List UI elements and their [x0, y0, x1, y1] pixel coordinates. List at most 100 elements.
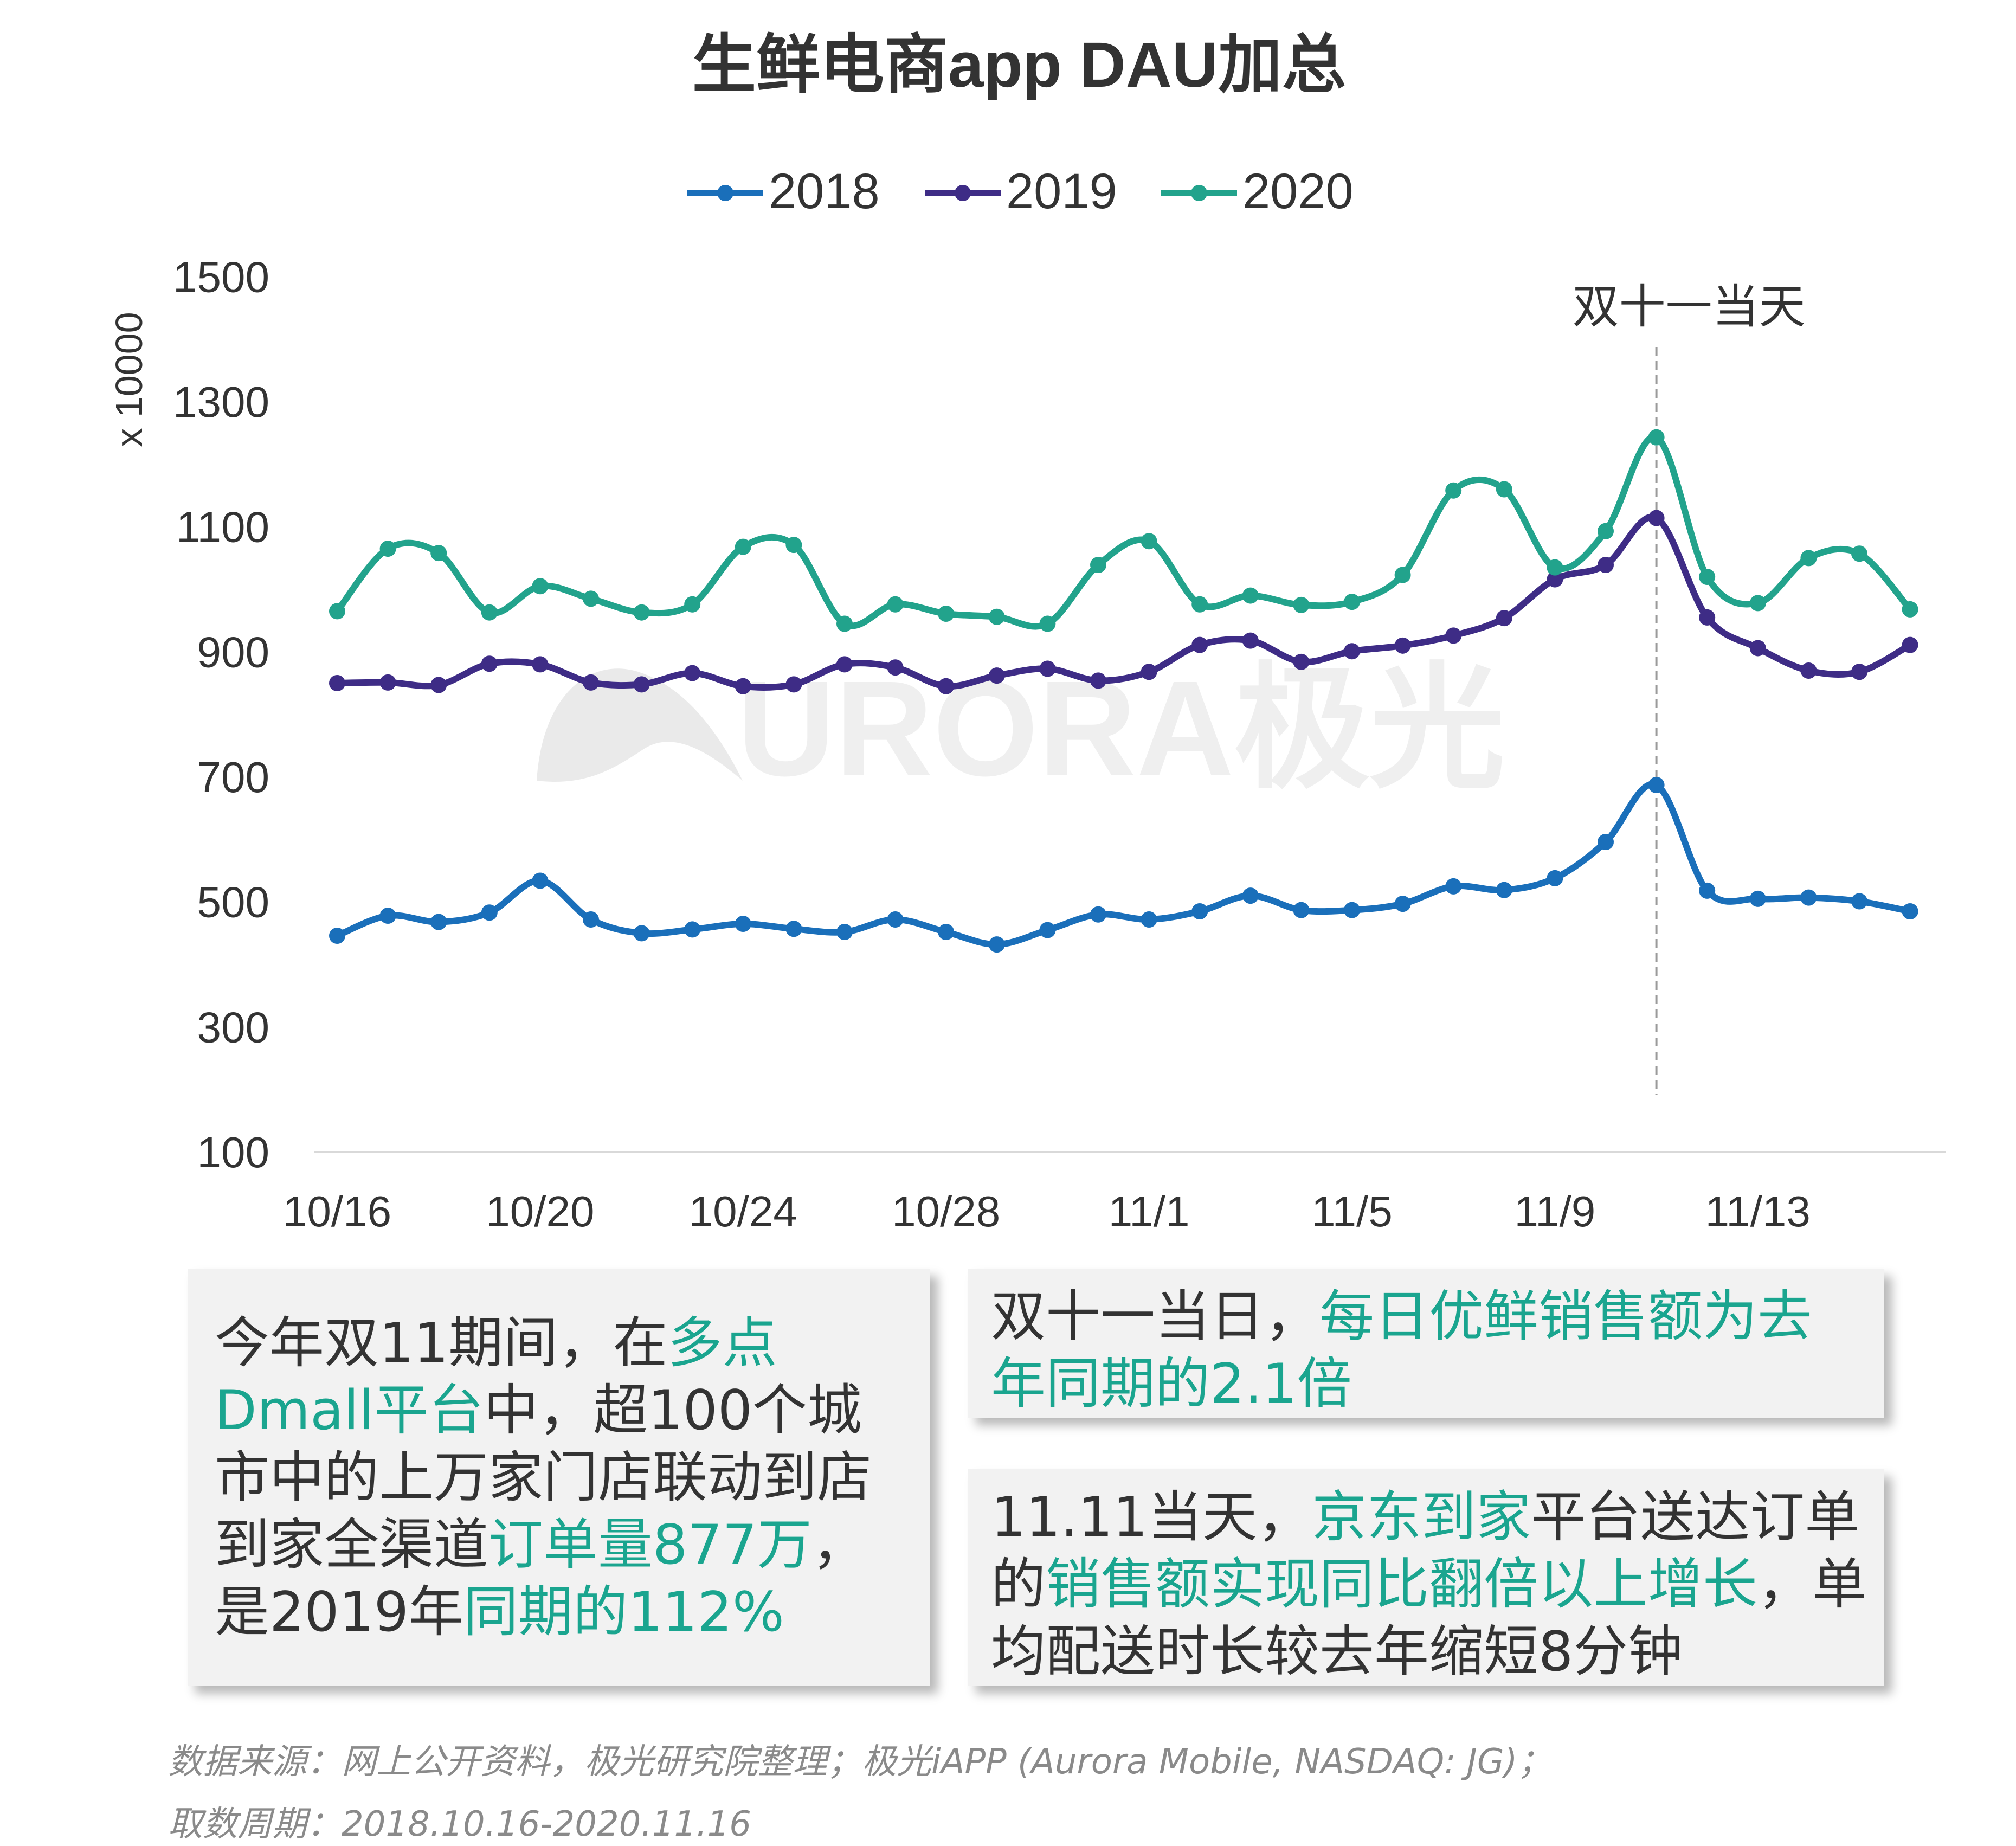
series-2018	[329, 777, 1918, 953]
data-point-2020-10/26	[836, 615, 853, 632]
data-point-2018-10/17	[379, 908, 396, 924]
highlight-text: 京东到家	[1312, 1485, 1531, 1549]
series-line-2020	[334, 434, 1913, 630]
body-text: 双十一当日，	[991, 1284, 1320, 1348]
data-point-2019-10/29	[988, 667, 1005, 684]
data-point-2020-10/30	[1039, 615, 1056, 632]
data-point-2020-10/31	[1090, 557, 1106, 574]
legend-label: 2020	[1242, 164, 1354, 219]
data-point-2018-11/11	[1648, 777, 1665, 794]
y-axis-title: x 10000	[108, 312, 150, 447]
data-point-2019-10/26	[836, 656, 853, 673]
data-point-2019-10/16	[329, 675, 345, 692]
data-point-2019-11/11	[1648, 510, 1665, 526]
data-point-2020-10/17	[379, 541, 396, 557]
data-point-2020-11/7	[1445, 482, 1462, 499]
data-point-2018-11/1	[1141, 911, 1157, 928]
y-tick-label: 700	[197, 753, 269, 801]
data-point-2018-10/24	[735, 916, 751, 932]
data-point-2018-11/12	[1699, 882, 1716, 899]
data-point-2018-10/23	[684, 921, 701, 938]
data-point-2020-10/28	[938, 606, 955, 622]
data-point-2020-10/24	[735, 538, 751, 555]
data-point-2018-11/15	[1851, 893, 1867, 910]
data-point-2019-10/23	[684, 665, 701, 681]
data-point-2019-11/4	[1293, 653, 1310, 670]
highlight-text: 多点Dmall平台	[215, 1311, 777, 1442]
data-point-2020-11/12	[1699, 568, 1716, 585]
legend-item-2020: 2020	[1161, 164, 1354, 219]
legend-marker	[1191, 185, 1207, 201]
body-text: ，单均配送时长较去年缩短8分钟	[991, 1552, 1867, 1683]
data-point-2019-10/19	[481, 655, 498, 672]
y-tick-label: 300	[197, 1003, 269, 1051]
source-line: 数据来源：网上公开资料，极光研究院整理；极光iAPP (Aurora Mobil…	[168, 1742, 1553, 1782]
series-layer	[329, 429, 1918, 953]
data-point-2020-10/29	[988, 608, 1005, 625]
x-tick-label: 11/1	[1109, 1187, 1190, 1236]
data-point-2019-11/6	[1394, 637, 1411, 654]
highlight-text: 同期的112%	[463, 1580, 784, 1644]
data-point-2019-11/13	[1749, 640, 1766, 657]
data-point-2018-10/28	[938, 924, 955, 941]
data-point-2020-10/27	[887, 596, 904, 613]
chart-title: 生鲜电商app DAU加总	[692, 29, 1346, 101]
chart: URORA极光 生鲜电商app DAU加总 2018 2019 2020 x 100…	[108, 29, 1946, 1236]
data-point-2020-11/15	[1851, 545, 1867, 562]
y-tick-label: 500	[197, 878, 269, 927]
data-point-2020-11/10	[1598, 523, 1614, 539]
insight-card-jddaojia: 11.11当天，京东到家平台送达订单的销售额实现同比翻倍以上增长，单均配送时长较…	[968, 1469, 1884, 1686]
body-text: 平台送达订单的	[991, 1485, 1860, 1616]
body-text: 今年双11期间，在	[215, 1311, 668, 1375]
data-point-2018-11/4	[1293, 902, 1310, 918]
data-point-2019-10/28	[938, 678, 955, 694]
data-point-2019-11/14	[1800, 662, 1817, 679]
legend-label: 2018	[769, 164, 880, 219]
data-point-2019-10/31	[1090, 672, 1106, 689]
data-point-2018-11/5	[1344, 902, 1360, 918]
body-text: 中，超100个城市中的上万家门店联动到店到家全渠道	[215, 1378, 872, 1577]
watermark-text: URORA极光	[737, 653, 1505, 804]
data-point-2019-11/1	[1141, 664, 1157, 680]
data-point-2018-11/8	[1496, 882, 1512, 898]
insight-card-missfresh: 双十一当日，每日优鲜销售额为去年同期的2.1倍	[968, 1269, 1884, 1418]
data-point-2018-11/9	[1547, 870, 1563, 886]
x-tick-label: 10/20	[486, 1187, 594, 1236]
data-point-2019-11/8	[1496, 610, 1512, 627]
data-point-2018-10/29	[988, 936, 1005, 953]
highlight-text: 订单量877万	[488, 1513, 812, 1577]
data-point-2018-10/31	[1090, 906, 1106, 923]
legend-marker	[955, 185, 971, 201]
x-tick-label: 10/24	[689, 1187, 797, 1236]
insight-card-dmall: 今年双11期间，在多点Dmall平台中，超100个城市中的上万家门店联动到店到家…	[188, 1269, 930, 1686]
data-point-2020-11/11	[1648, 429, 1665, 446]
data-point-2019-10/21	[583, 674, 599, 691]
highlight-text: 销售额实现同比翻倍以上增长	[1046, 1552, 1758, 1616]
data-point-2018-11/14	[1800, 889, 1817, 906]
data-point-2018-10/20	[532, 872, 549, 889]
data-point-2020-11/5	[1344, 594, 1360, 610]
series-line-2018	[336, 781, 1911, 948]
x-tick-label: 10/16	[283, 1187, 391, 1236]
data-point-2018-11/2	[1191, 903, 1208, 919]
data-point-2018-10/22	[633, 925, 650, 942]
data-point-2020-11/6	[1394, 567, 1411, 583]
data-point-2019-11/2	[1191, 636, 1208, 653]
legend-marker	[717, 185, 733, 201]
x-tick-label: 11/9	[1515, 1187, 1596, 1236]
data-point-2018-11/3	[1242, 887, 1259, 904]
data-point-2019-10/24	[735, 678, 751, 694]
data-point-2019-10/22	[633, 676, 650, 693]
data-point-2019-11/12	[1699, 609, 1716, 626]
data-point-2019-10/20	[532, 656, 549, 673]
body-text: ，是2019年	[215, 1513, 867, 1644]
data-point-2018-10/16	[329, 927, 345, 944]
data-point-2020-10/18	[430, 545, 447, 562]
y-tick-label: 900	[197, 628, 269, 676]
data-point-2019-11/10	[1598, 557, 1614, 574]
data-point-2020-11/8	[1496, 481, 1512, 498]
data-point-2018-11/7	[1445, 878, 1462, 895]
double-eleven-label: 双十一当天	[1573, 281, 1806, 333]
data-point-2019-10/30	[1039, 660, 1056, 677]
data-point-2020-10/25	[785, 537, 802, 554]
